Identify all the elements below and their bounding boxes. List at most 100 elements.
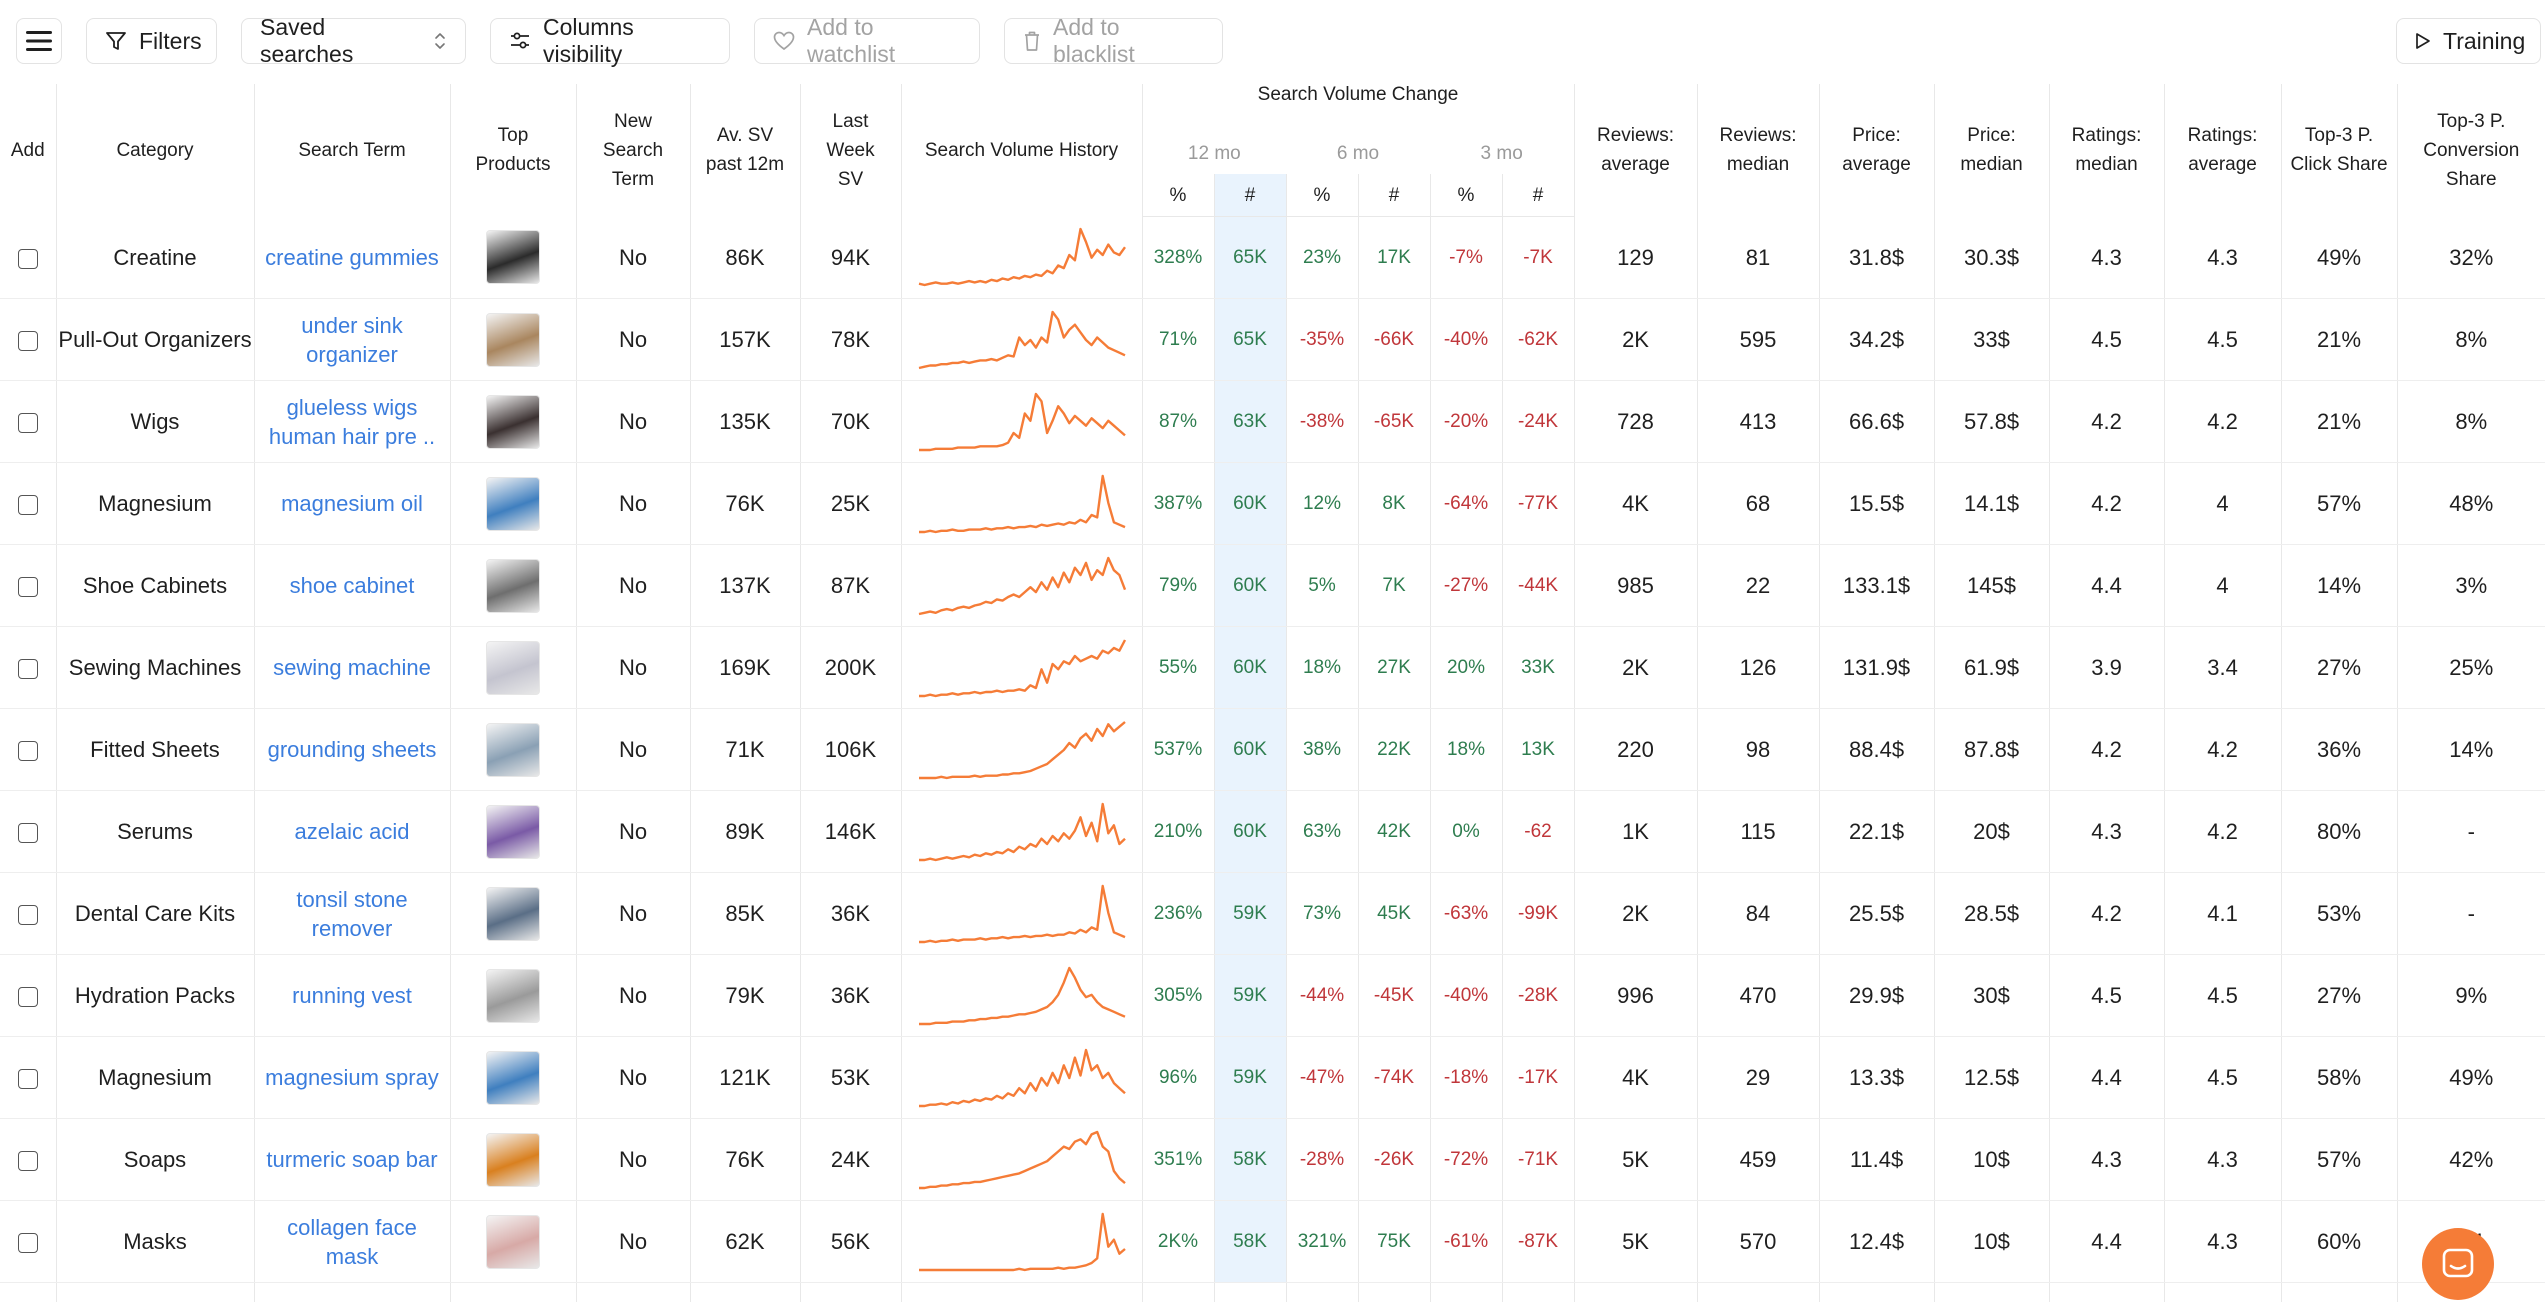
row-checkbox[interactable]: [17, 413, 38, 434]
conversion-share-cell: 9%: [2397, 954, 2545, 1037]
search-term-link[interactable]: magnesium spray: [265, 1065, 439, 1090]
col-category[interactable]: Category: [56, 84, 255, 217]
top-products-cell: [450, 872, 577, 955]
product-thumbnail[interactable]: [486, 968, 540, 1023]
table-row[interactable]: Magnesium magnesium spray No 121K 53K 96% 59K -…: [0, 1036, 2545, 1119]
table-row[interactable]: Sewing Machines sewing machine No 169K 200K 5…: [0, 626, 2545, 709]
col-12mo-pct[interactable]: %: [1142, 174, 1215, 217]
filters-button[interactable]: Filters: [86, 18, 217, 64]
training-button[interactable]: Training: [2396, 18, 2541, 64]
product-thumbnail[interactable]: [486, 312, 540, 367]
search-term-link[interactable]: grounding sheets: [267, 737, 437, 762]
col-add[interactable]: Add: [0, 84, 57, 217]
col-search-term[interactable]: Search Term: [254, 84, 451, 217]
add-to-blacklist-button[interactable]: Add to blacklist: [1004, 14, 1223, 67]
product-thumbnail[interactable]: [486, 1214, 540, 1269]
col-ratings-median[interactable]: Ratings: median: [2049, 84, 2165, 217]
row-checkbox[interactable]: [17, 248, 38, 269]
search-term-cell: turmeric soap bar: [254, 1118, 451, 1201]
table-row[interactable]: Shoe Cabinets shoe cabinet No 137K 87K 79% 60K…: [0, 544, 2545, 627]
col-6mo-pct[interactable]: %: [1286, 174, 1359, 217]
table-row[interactable]: Fitted Sheets grounding sheets No 71K 106K 53…: [0, 708, 2545, 791]
add-to-watchlist-button[interactable]: Add to watchlist: [754, 14, 980, 67]
row-checkbox[interactable]: [17, 495, 38, 516]
search-term-cell: collagen face mask: [254, 1200, 451, 1283]
row-checkbox[interactable]: [17, 905, 38, 926]
product-thumbnail[interactable]: [486, 886, 540, 941]
columns-visibility-button[interactable]: Columns visibility: [490, 14, 730, 67]
product-thumbnail[interactable]: [486, 230, 540, 285]
product-thumbnail[interactable]: [486, 558, 540, 613]
click-share-cell: 60%: [2281, 1200, 2398, 1283]
product-thumbnail[interactable]: [486, 640, 540, 695]
add-cell: [0, 1200, 57, 1283]
play-icon: [2416, 33, 2430, 49]
col-reviews-median[interactable]: Reviews: median: [1697, 84, 1820, 217]
menu-button[interactable]: [16, 18, 62, 64]
new-search-term-cell: No: [576, 216, 691, 299]
search-term-link[interactable]: turmeric soap bar: [266, 1147, 438, 1172]
col-click-share[interactable]: Top-3 P. Click Share: [2281, 84, 2398, 217]
col-3mo-pct[interactable]: %: [1430, 174, 1503, 217]
table-row[interactable]: Magnesium magnesium oil No 76K 25K 387% 60K 12%…: [0, 462, 2545, 545]
search-term-link[interactable]: magnesium oil: [281, 491, 423, 516]
search-term-link[interactable]: shoe cabinet: [289, 573, 415, 598]
search-term-link[interactable]: collagen face mask: [287, 1214, 417, 1269]
sv-history-sparkline: [918, 802, 1126, 861]
row-checkbox[interactable]: [17, 823, 38, 844]
table-row[interactable]: Pull-Out Organizers under sink organizer N…: [0, 298, 2545, 381]
last-week-sv-cell: 94K: [800, 216, 902, 299]
ratings-average-cell: 4.3: [2164, 1118, 2282, 1201]
product-thumbnail[interactable]: [486, 476, 540, 531]
search-term-link[interactable]: creatine gummies: [265, 244, 439, 270]
col-price-median[interactable]: Price: median: [1934, 84, 2050, 217]
product-thumbnail[interactable]: [486, 1050, 540, 1105]
table-row[interactable]: Soaps turmeric soap bar No 76K 24K 351% 58K -28…: [0, 1118, 2545, 1201]
col-last-week-sv[interactable]: Last Week SV: [800, 84, 902, 217]
sv-change-c6p-cell: 38%: [1286, 708, 1359, 791]
saved-searches-select[interactable]: Saved searches: [241, 14, 466, 67]
col-sv-history[interactable]: Search Volume History: [901, 84, 1143, 217]
top-products-cell: [450, 954, 577, 1037]
product-thumbnail[interactable]: [486, 1132, 540, 1187]
row-checkbox[interactable]: [17, 659, 38, 680]
search-term-link[interactable]: sewing machine: [273, 655, 431, 680]
col-6mo-num[interactable]: #: [1358, 174, 1431, 217]
col-top-products[interactable]: Top Products: [450, 84, 577, 217]
row-checkbox[interactable]: [17, 1151, 38, 1172]
col-price-average[interactable]: Price: average: [1819, 84, 1935, 217]
search-term-link[interactable]: azelaic acid: [294, 819, 410, 844]
search-term-link[interactable]: glueless wigs human hair pre ..: [268, 394, 436, 449]
last-week-sv-cell: 70K: [800, 380, 902, 463]
search-term-link[interactable]: under sink organizer: [301, 312, 403, 367]
table-row[interactable]: Masks collagen face mask No 62K 56K 2K% 58K 321…: [0, 1200, 2545, 1283]
row-checkbox[interactable]: [17, 1069, 38, 1090]
row-checkbox[interactable]: [17, 1233, 38, 1254]
col-reviews-average[interactable]: Reviews: average: [1574, 84, 1698, 217]
row-checkbox[interactable]: [17, 577, 38, 598]
col-ratings-average[interactable]: Ratings: average: [2164, 84, 2282, 217]
row-checkbox[interactable]: [17, 331, 38, 352]
search-term-link[interactable]: tonsil stone remover: [296, 886, 408, 941]
col-conversion-share[interactable]: Top-3 P. Conversion Share: [2397, 84, 2545, 217]
row-checkbox[interactable]: [17, 987, 38, 1008]
product-thumbnail[interactable]: [486, 804, 540, 859]
table-row[interactable]: Hydration Packs running vest No 79K 36K 305% 5…: [0, 954, 2545, 1037]
table-row[interactable]: Serums azelaic acid No 89K 146K 210% 60K 63% 42K…: [0, 790, 2545, 873]
col-av-sv[interactable]: Av. SV past 12m: [690, 84, 801, 217]
product-thumbnail[interactable]: [486, 394, 540, 449]
table-row[interactable]: Wigs glueless wigs human hair pre .. No 135…: [0, 380, 2545, 463]
sv-history-cell: [901, 544, 1143, 627]
col-new-search-term[interactable]: New Search Term: [576, 84, 691, 217]
table-row[interactable]: Creatine creatine gummies No 86K 94K 328% 65K 2…: [0, 216, 2545, 299]
hamburger-icon: [26, 31, 52, 51]
support-chat-button[interactable]: [2422, 1228, 2494, 1300]
product-thumbnail[interactable]: [486, 722, 540, 777]
partial-cell: [1819, 1282, 1935, 1302]
col-12mo-num[interactable]: #: [1214, 174, 1287, 217]
new-search-term-cell: No: [576, 790, 691, 873]
col-3mo-num[interactable]: #: [1502, 174, 1575, 217]
table-row[interactable]: Dental Care Kits tonsil stone remover No 85…: [0, 872, 2545, 955]
search-term-link[interactable]: running vest: [292, 983, 412, 1008]
row-checkbox[interactable]: [17, 741, 38, 762]
